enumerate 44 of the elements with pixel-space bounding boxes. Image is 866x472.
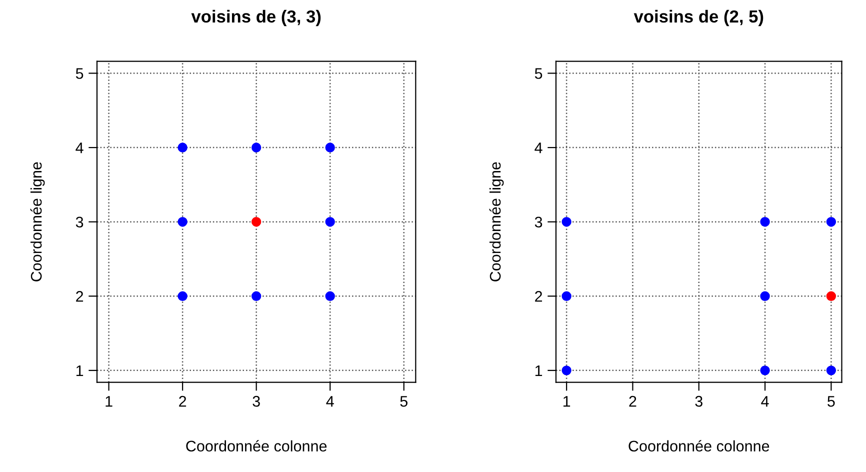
y-tick-label: 2 bbox=[535, 291, 542, 302]
point bbox=[251, 216, 262, 227]
chart-title: voisins de (3, 3) bbox=[191, 10, 321, 26]
y-tick-label: 3 bbox=[534, 216, 542, 228]
x-tick-label: 5 bbox=[400, 396, 408, 407]
x-tick-label: 2 bbox=[179, 396, 186, 407]
x-tick-label: 3 bbox=[252, 396, 260, 407]
point bbox=[325, 142, 335, 152]
y-tick-label: 1 bbox=[535, 365, 542, 376]
y-tick-label: 4 bbox=[76, 142, 84, 154]
point bbox=[562, 216, 572, 227]
point bbox=[178, 216, 188, 227]
point bbox=[325, 291, 335, 301]
point bbox=[760, 366, 770, 376]
x-axis-title: Coordonnée colonne bbox=[186, 440, 327, 452]
x-axis-title: Coordonnée colonne bbox=[628, 440, 770, 452]
y-tick-label: 3 bbox=[76, 216, 84, 228]
x-tick-label: 1 bbox=[106, 396, 112, 407]
point bbox=[178, 291, 188, 301]
point bbox=[251, 291, 262, 301]
x-tick-label: 4 bbox=[326, 396, 334, 407]
y-axis-title: Coordonnée ligne bbox=[489, 162, 504, 282]
point bbox=[826, 291, 836, 301]
point bbox=[760, 216, 770, 227]
y-tick-label: 5 bbox=[534, 68, 542, 79]
point bbox=[760, 291, 770, 301]
y-tick-label: 2 bbox=[76, 291, 84, 302]
x-tick-label: 3 bbox=[695, 396, 702, 407]
y-tick-label: 5 bbox=[76, 68, 84, 79]
point bbox=[562, 366, 572, 376]
y-tick-label: 4 bbox=[534, 142, 542, 154]
point bbox=[251, 142, 262, 152]
x-tick-label: 1 bbox=[563, 396, 570, 407]
point bbox=[562, 291, 572, 301]
point bbox=[826, 366, 836, 376]
point bbox=[178, 142, 188, 152]
y-tick-label: 1 bbox=[76, 365, 84, 376]
point bbox=[826, 216, 836, 227]
point bbox=[325, 216, 335, 227]
chart-title: voisins de (2, 5) bbox=[634, 10, 764, 26]
x-tick-label: 2 bbox=[629, 396, 636, 407]
y-axis-title: Coordonnée ligne bbox=[30, 162, 45, 282]
x-tick-label: 4 bbox=[761, 396, 769, 407]
x-tick-label: 5 bbox=[828, 396, 835, 407]
